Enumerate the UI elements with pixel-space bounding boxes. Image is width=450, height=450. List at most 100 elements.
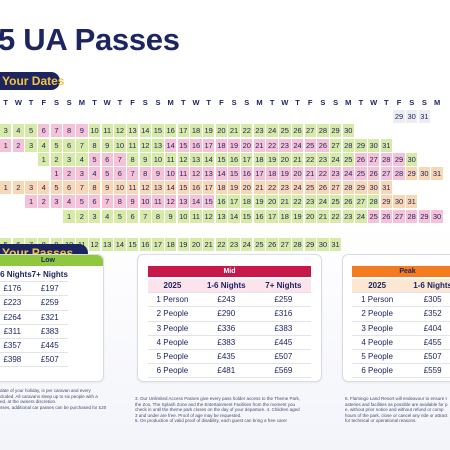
price-cell: £243	[196, 292, 256, 308]
table-row: 6 People £481 £569	[148, 363, 311, 379]
calendar-day-cell: 9	[139, 152, 151, 166]
calendar-day-cell: 21	[279, 195, 291, 209]
calendar-day-cell: 14	[190, 195, 202, 209]
calendar-day-cell: 18	[279, 209, 291, 223]
calendar-day-cell: 23	[279, 138, 291, 152]
day-of-week-label: S	[421, 98, 427, 107]
calendar-day-cell: 27	[355, 195, 367, 209]
calendar-day-cell: 15	[126, 237, 139, 251]
calendar-day-cell: 6	[114, 166, 126, 180]
day-of-week-label: S	[53, 98, 59, 107]
calendar-day-cell: 5	[76, 195, 88, 209]
calendar-day-cell: 25	[342, 152, 354, 166]
day-of-week-label: T	[384, 98, 389, 107]
calendar-empty-cell	[368, 124, 379, 137]
calendar-empty-cell	[279, 110, 290, 123]
calendar-empty-cell	[89, 224, 100, 237]
price-cell: £559	[402, 363, 450, 379]
calendar-day-cell: 12	[139, 138, 151, 152]
calendar-empty-cell	[355, 124, 366, 137]
footnote-line: 5. On production of valid proof of disab…	[135, 418, 288, 424]
calendar-day-cell: 21	[317, 209, 329, 223]
price-cell: £481	[196, 363, 256, 379]
calendar-day-cell: 23	[342, 209, 354, 223]
calendar-day-cell: 19	[177, 237, 190, 251]
calendar-empty-cell	[305, 110, 316, 123]
calendar-day-cell: 21	[304, 166, 316, 180]
calendar-day-cell: 25	[253, 237, 266, 251]
calendar-day-cell: 24	[266, 124, 278, 138]
table-row: 6 People £559	[352, 363, 450, 379]
calendar-empty-cell	[393, 224, 404, 237]
column-header: 1-6 Nights	[196, 279, 256, 294]
footnote-line: ed, at the owners discretion.	[0, 399, 57, 405]
calendar-empty-cell	[406, 139, 417, 152]
calendar-day-cell: 21	[253, 181, 266, 195]
calendar-empty-cell	[190, 224, 201, 237]
calendar-empty-cell	[190, 110, 201, 123]
calendar-day-cell: 7	[139, 209, 151, 223]
footnote-line: 3. Our Unlimited Access Passes give ever…	[135, 396, 300, 401]
price-cell: £398	[0, 352, 32, 368]
calendar-day-cell: 16	[190, 181, 202, 195]
calendar-day-cell: 28	[367, 195, 380, 209]
calendar-day-cell: 26	[291, 124, 304, 138]
calendar-day-cell: 26	[317, 181, 329, 195]
table-row: 1 Person £243 £259	[148, 292, 311, 308]
calendar-day-cell: 9	[152, 166, 164, 180]
calendar-empty-cell	[254, 110, 265, 123]
calendar-empty-cell	[38, 110, 49, 123]
calendar-day-cell: 9	[126, 195, 139, 209]
table-row: £223 £259	[0, 295, 68, 311]
calendar-empty-cell	[38, 224, 49, 237]
price-cell: £435	[196, 349, 256, 365]
column-header: 2025	[352, 279, 403, 294]
calendar-day-cell: 1	[0, 138, 12, 152]
price-cell: £290	[196, 306, 256, 322]
calendar-day-cell: 1	[0, 181, 12, 195]
calendar-empty-cell	[266, 224, 277, 237]
day-of-week-label: T	[358, 98, 364, 107]
party-size-cell: 6 People	[148, 363, 197, 379]
calendar-empty-cell	[419, 124, 430, 137]
calendar-empty-cell	[13, 153, 24, 166]
calendar-day-cell: 1	[63, 209, 75, 223]
calendar-day-cell: 2	[50, 152, 63, 166]
day-of-week-label: T	[92, 98, 97, 107]
day-of-week-label: T	[206, 98, 211, 107]
calendar-empty-cell	[343, 224, 354, 237]
calendar-empty-cell	[25, 167, 36, 180]
calendar-day-cell: 6	[101, 152, 113, 166]
calendar-day-cell: 14	[215, 166, 228, 180]
calendar-empty-cell	[330, 224, 341, 237]
party-size-cell: 1 Person	[148, 292, 197, 308]
calendar-day-cell: 29	[304, 237, 316, 251]
calendar-day-cell: 30	[367, 181, 380, 195]
calendar-day-cell: 3	[25, 138, 37, 152]
calendar-month-row: 1 2 3 4 5 6 7 8 9 10 11 12 13 14 15 16 17 18 19 20 21 22 23 24 2…	[0, 181, 450, 195]
calendar-empty-cell	[419, 139, 430, 152]
calendar-empty-cell	[393, 181, 404, 194]
calendar-day-cell: 6	[126, 209, 139, 223]
calendar-day-cell: 24	[329, 152, 342, 166]
mid-price-card: Mid 2025 1-6 Nights 7+ Nights 1 Person £2…	[137, 254, 322, 382]
table-header-row: 1-6 Nights 7+ Nights	[0, 268, 68, 283]
calendar-day-cell: 30	[406, 152, 418, 166]
calendar-day-cell: 9	[101, 181, 113, 195]
calendar-empty-cell	[330, 252, 341, 265]
table-row: £398 £507	[0, 352, 68, 368]
calendar-empty-cell	[419, 238, 430, 251]
calendar-day-cell: 26	[367, 166, 380, 180]
calendar-day-cell: 30	[431, 209, 443, 223]
calendar-empty-cell	[25, 224, 36, 237]
calendar-day-cell: 1	[25, 195, 37, 209]
calendar-day-cell: 11	[190, 209, 202, 223]
calendar-day-cell: 5	[25, 124, 37, 138]
table-row: 1 Person £305	[352, 292, 450, 308]
table-row: £357 £445	[0, 338, 68, 354]
calendar-day-cell: 24	[241, 237, 253, 251]
calendar-empty-cell	[368, 224, 379, 237]
calendar-empty-cell	[178, 224, 189, 237]
calendar-day-cell: 6	[88, 195, 101, 209]
calendar-day-cell: 6	[63, 138, 75, 152]
